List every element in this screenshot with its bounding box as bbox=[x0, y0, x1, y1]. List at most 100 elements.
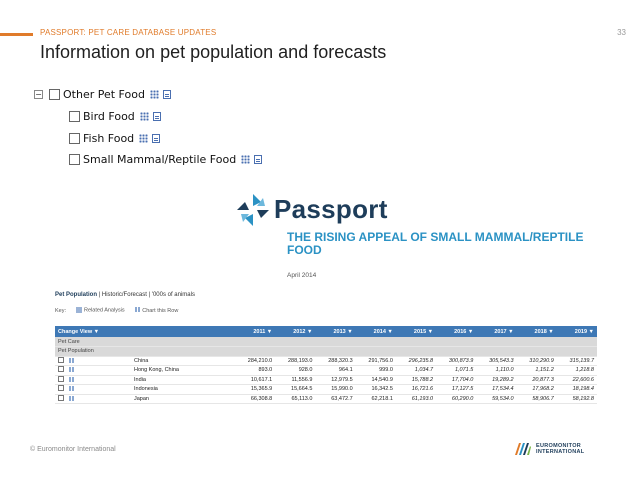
chart-row-icon[interactable] bbox=[68, 367, 75, 373]
row-geography: Hong Kong, China bbox=[131, 365, 236, 376]
tree-item-label: Bird Food bbox=[83, 110, 135, 123]
year-column-2015[interactable]: 2015 ▼ bbox=[395, 326, 437, 337]
year-column-2011[interactable]: 2011 ▼ bbox=[235, 326, 276, 337]
tree-item-label: Fish Food bbox=[83, 132, 135, 145]
group-label: Pet Care bbox=[55, 337, 597, 347]
table-row: India 10,617.1 11,556.9 12,979.5 14,540.9 15,… bbox=[55, 375, 597, 385]
definition-doc-icon[interactable] bbox=[152, 112, 161, 121]
row-value: 300,873.9 bbox=[436, 356, 477, 366]
chart-row-icon bbox=[134, 307, 141, 312]
row-value: 15,990.0 bbox=[315, 384, 356, 395]
row-value: 12,979.5 bbox=[315, 375, 356, 385]
row-value: 16,721.6 bbox=[395, 384, 437, 395]
year-column-2014[interactable]: 2014 ▼ bbox=[355, 326, 396, 337]
row-value: 17,968.2 bbox=[516, 384, 557, 395]
pet-population-table: Change View ▼ 2011 ▼ 2012 ▼ 2013 ▼ 2014 … bbox=[55, 326, 597, 404]
year-column-2017[interactable]: 2017 ▼ bbox=[476, 326, 517, 337]
chart-row-icon[interactable] bbox=[68, 386, 75, 392]
collapse-toggle[interactable]: − bbox=[34, 90, 43, 99]
definition-doc-icon[interactable] bbox=[162, 90, 171, 99]
tree-item-bird-food[interactable]: Bird Food bbox=[69, 110, 161, 123]
row-value: 58,906.7 bbox=[516, 394, 557, 404]
year-column-2013[interactable]: 2013 ▼ bbox=[315, 326, 356, 337]
row-value: 17,534.4 bbox=[476, 384, 517, 395]
row-value: 10,617.1 bbox=[235, 375, 276, 385]
chart-row-icon[interactable] bbox=[68, 395, 75, 401]
grid-view-icon[interactable] bbox=[139, 134, 149, 143]
row-value: 62,218.1 bbox=[355, 394, 396, 404]
row-value: 288,320.3 bbox=[315, 356, 356, 366]
row-value: 15,365.9 bbox=[235, 384, 276, 395]
grid-view-icon[interactable] bbox=[149, 90, 159, 99]
passport-logo-icon bbox=[237, 194, 269, 226]
row-value: 58,192.8 bbox=[556, 394, 597, 404]
table-heading-name: Pet Population bbox=[55, 292, 97, 298]
group-row: Pet Population bbox=[55, 346, 597, 357]
row-value: 15,788.2 bbox=[395, 375, 437, 385]
row-value: 893.0 bbox=[235, 365, 276, 376]
change-view-dropdown[interactable]: Change View ▼ bbox=[55, 326, 236, 337]
definition-doc-icon[interactable] bbox=[254, 155, 263, 164]
key-related-analysis: Related Analysis bbox=[76, 307, 125, 314]
row-geography: Japan bbox=[131, 394, 236, 404]
definition-doc-icon[interactable] bbox=[152, 134, 161, 143]
table-key: Key: Related Analysis Chart this Row bbox=[55, 307, 178, 314]
year-column-2019[interactable]: 2019 ▼ bbox=[556, 326, 597, 337]
tree-item-other-pet-food[interactable]: − Other Pet Food bbox=[34, 88, 171, 101]
checkbox-small-mammal-reptile-food[interactable] bbox=[69, 154, 80, 165]
table-row: Hong Kong, China 893.0 928.0 964.1 999.0 1,03… bbox=[55, 365, 597, 376]
row-value: 305,543.3 bbox=[476, 356, 517, 366]
row-value: 284,210.0 bbox=[235, 356, 276, 366]
row-value: 291,756.0 bbox=[355, 356, 396, 366]
section-label: PASSPORT: PET CARE DATABASE UPDATES bbox=[40, 28, 217, 37]
header-accent-bar bbox=[0, 33, 33, 36]
slide-number: 33 bbox=[617, 28, 626, 37]
logo-line-2: INTERNATIONAL bbox=[536, 449, 585, 455]
table-row: Indonesia 15,365.9 15,664.5 15,990.0 16,342.… bbox=[55, 384, 597, 395]
row-value: 16,342.5 bbox=[355, 384, 396, 395]
copyright-text: © Euromonitor International bbox=[30, 446, 116, 453]
checkbox-bird-food[interactable] bbox=[69, 111, 80, 122]
tree-item-small-mammal-reptile-food[interactable]: Small Mammal/Reptile Food bbox=[69, 153, 263, 166]
chart-row-icon[interactable] bbox=[68, 357, 75, 363]
row-geography: Indonesia bbox=[131, 384, 236, 395]
row-value: 19,289.2 bbox=[476, 375, 517, 385]
row-value: 18,198.4 bbox=[556, 384, 597, 395]
group-row: Pet Care bbox=[55, 337, 597, 347]
euromonitor-logo-icon bbox=[515, 443, 531, 455]
row-checkbox[interactable] bbox=[58, 356, 64, 363]
year-column-2018[interactable]: 2018 ▼ bbox=[516, 326, 557, 337]
table-heading-detail: | Historic/Forecast | '000s of animals bbox=[97, 292, 195, 298]
row-value: 310,290.9 bbox=[516, 356, 557, 366]
row-checkbox[interactable] bbox=[58, 385, 64, 392]
row-value: 1,071.5 bbox=[436, 365, 477, 376]
year-column-2012[interactable]: 2012 ▼ bbox=[275, 326, 316, 337]
row-checkbox[interactable] bbox=[58, 394, 64, 401]
row-value: 61,193.0 bbox=[395, 394, 437, 404]
year-column-2016[interactable]: 2016 ▼ bbox=[436, 326, 477, 337]
key-chart-row: Chart this Row bbox=[134, 307, 178, 314]
euromonitor-logo: EUROMONITOR INTERNATIONAL bbox=[514, 442, 584, 456]
row-checkbox[interactable] bbox=[58, 366, 64, 373]
row-value: 59,534.0 bbox=[476, 394, 517, 404]
row-value: 296,235.8 bbox=[395, 356, 437, 366]
report-date: April 2014 bbox=[287, 272, 317, 279]
checkbox-fish-food[interactable] bbox=[69, 133, 80, 144]
tree-item-label: Other Pet Food bbox=[63, 88, 145, 101]
table-heading: Pet Population | Historic/Forecast | '00… bbox=[55, 292, 195, 298]
tree-item-fish-food[interactable]: Fish Food bbox=[69, 132, 161, 145]
row-value: 1,034.7 bbox=[395, 365, 437, 376]
chart-row-icon[interactable] bbox=[68, 376, 75, 382]
row-value: 20,877.3 bbox=[516, 375, 557, 385]
grid-view-icon[interactable] bbox=[139, 112, 149, 121]
grid-view-icon[interactable] bbox=[241, 155, 251, 164]
checkbox-other-pet-food[interactable] bbox=[49, 89, 60, 100]
row-value: 999.0 bbox=[355, 365, 396, 376]
group-label: Pet Population bbox=[55, 346, 597, 357]
row-value: 63,472.7 bbox=[315, 394, 356, 404]
row-value: 1,151.2 bbox=[516, 365, 557, 376]
row-value: 17,704.0 bbox=[436, 375, 477, 385]
row-value: 1,218.8 bbox=[556, 365, 597, 376]
row-checkbox[interactable] bbox=[58, 375, 64, 382]
row-value: 60,290.0 bbox=[436, 394, 477, 404]
